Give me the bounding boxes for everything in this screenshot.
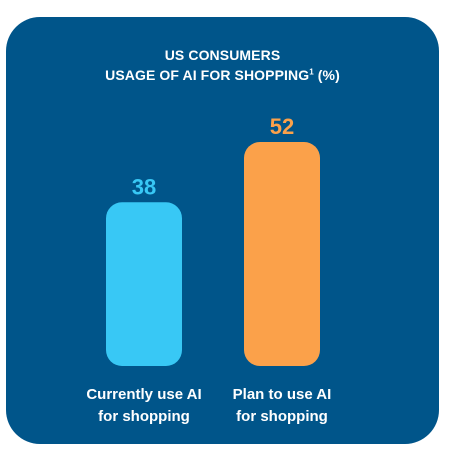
- chart-title-main: USAGE OF AI FOR SHOPPING: [105, 67, 310, 83]
- bar-1: [106, 202, 182, 366]
- chart-title-line-1: US CONSUMERS: [164, 47, 281, 63]
- category-label-1-line-2: for shopping: [98, 408, 190, 425]
- data-label-2: 52: [270, 114, 294, 139]
- chart-unit: (%): [317, 67, 340, 83]
- footnote-marker: 1: [309, 67, 314, 77]
- data-label-1: 38: [132, 174, 156, 199]
- bar-2: [244, 142, 320, 366]
- bar-chart: 38 Currently use AI for shopping 52 Plan to …: [86, 114, 332, 425]
- chart-title-line-2: USAGE OF AI FOR SHOPPING1 (%): [6, 65, 439, 85]
- category-label-2-line-2: for shopping: [236, 408, 328, 425]
- category-label-2-line-1: Plan to use AI: [233, 386, 332, 403]
- chart-card: US CONSUMERS USAGE OF AI FOR SHOPPING1 (…: [6, 17, 439, 444]
- chart-title: US CONSUMERS USAGE OF AI FOR SHOPPING1 (…: [6, 45, 439, 85]
- category-label-1-line-1: Currently use AI: [86, 386, 201, 403]
